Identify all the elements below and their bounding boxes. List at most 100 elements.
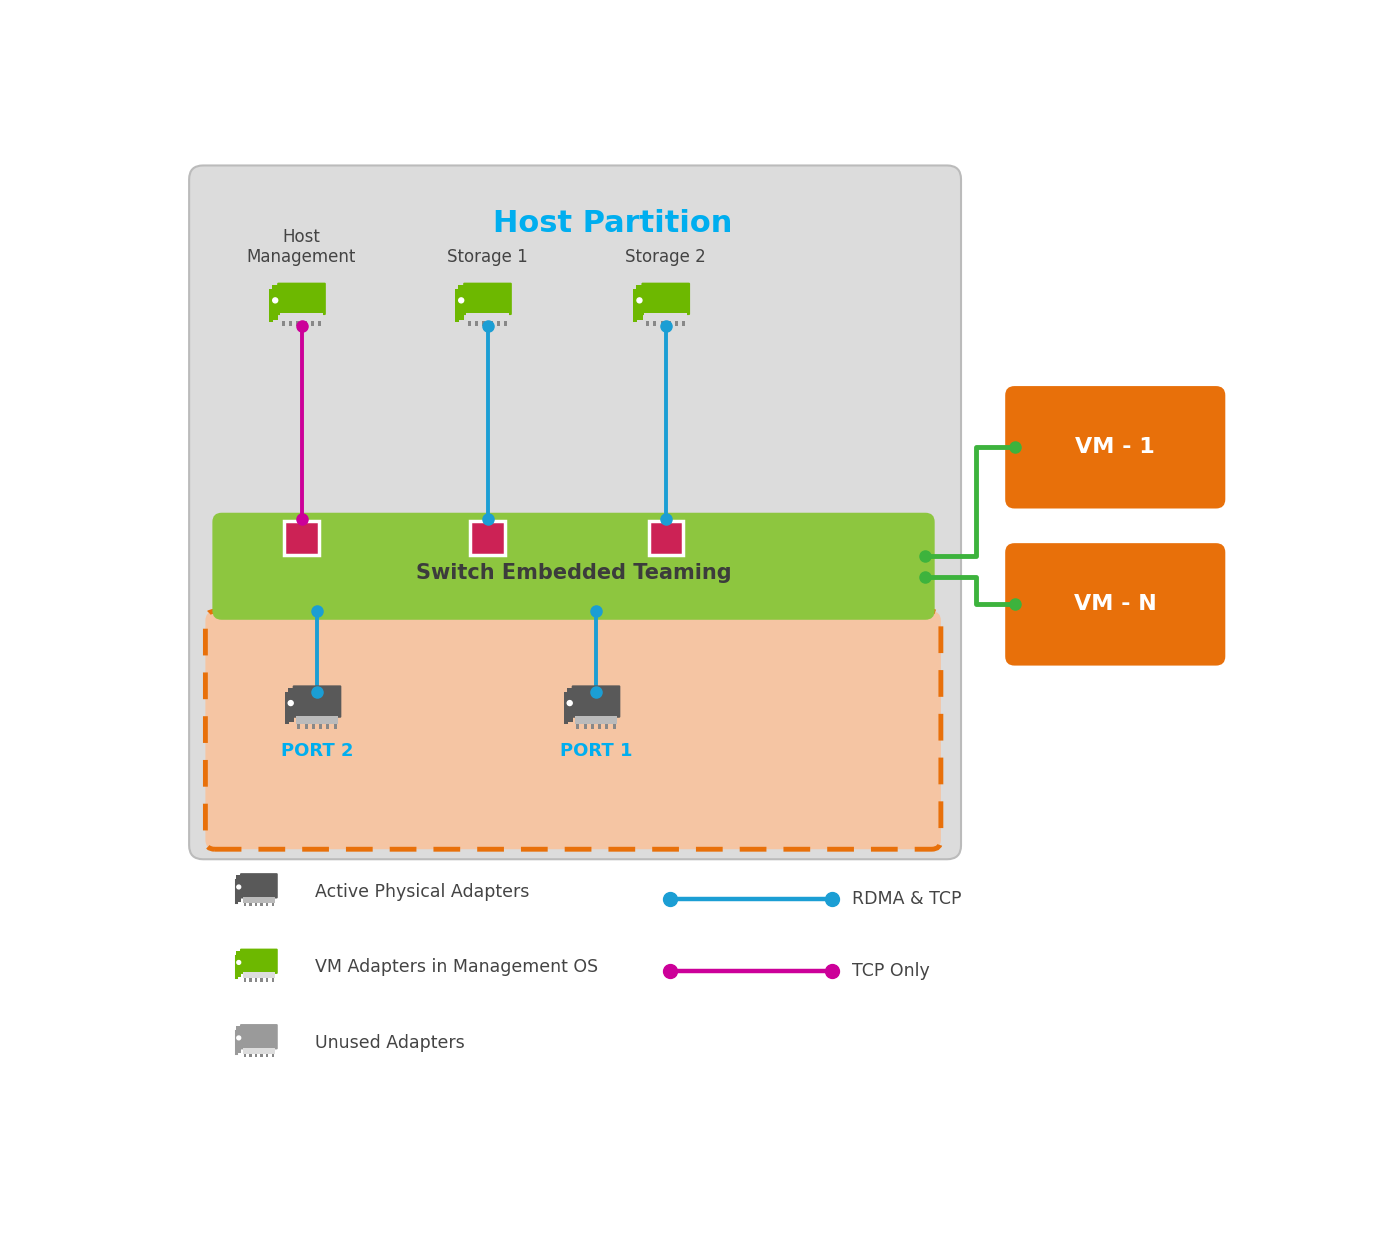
FancyBboxPatch shape bbox=[206, 611, 940, 850]
Bar bbox=[288, 688, 294, 723]
FancyBboxPatch shape bbox=[1006, 543, 1225, 666]
Text: Switch Embedded Teaming: Switch Embedded Teaming bbox=[415, 563, 732, 583]
Bar bbox=[304, 321, 307, 326]
Bar bbox=[272, 1053, 274, 1057]
Bar bbox=[682, 321, 685, 326]
Bar bbox=[272, 903, 274, 906]
FancyBboxPatch shape bbox=[572, 685, 621, 718]
FancyBboxPatch shape bbox=[189, 166, 961, 860]
Circle shape bbox=[458, 298, 464, 303]
Bar bbox=[497, 321, 500, 326]
Bar bbox=[250, 903, 251, 906]
Bar bbox=[304, 724, 307, 729]
Text: VM - N: VM - N bbox=[1074, 595, 1157, 615]
Text: Storage 1: Storage 1 bbox=[447, 249, 528, 266]
Text: TCP Only: TCP Only bbox=[851, 962, 929, 980]
Bar bbox=[244, 903, 246, 906]
Bar bbox=[296, 321, 300, 326]
Text: VM Adapters in Management OS: VM Adapters in Management OS bbox=[315, 958, 597, 975]
FancyBboxPatch shape bbox=[240, 1024, 278, 1050]
Bar bbox=[244, 978, 246, 982]
Bar bbox=[243, 972, 275, 978]
Bar bbox=[236, 950, 242, 977]
FancyBboxPatch shape bbox=[293, 685, 342, 718]
Bar bbox=[243, 1047, 275, 1053]
FancyBboxPatch shape bbox=[240, 874, 278, 899]
Bar bbox=[267, 903, 268, 906]
Bar bbox=[256, 903, 257, 906]
Bar bbox=[326, 724, 329, 729]
Circle shape bbox=[288, 700, 293, 705]
Bar bbox=[313, 724, 315, 729]
Circle shape bbox=[638, 298, 642, 303]
Text: Unused Adapters: Unused Adapters bbox=[315, 1033, 464, 1052]
Bar bbox=[644, 313, 688, 321]
Bar bbox=[261, 978, 263, 982]
Bar bbox=[661, 321, 664, 326]
Bar bbox=[606, 724, 608, 729]
Bar bbox=[256, 1053, 257, 1057]
Bar bbox=[468, 321, 471, 326]
Bar bbox=[281, 313, 322, 321]
Bar bbox=[267, 1053, 268, 1057]
FancyBboxPatch shape bbox=[642, 283, 690, 316]
Bar bbox=[244, 1053, 246, 1057]
Bar bbox=[296, 715, 339, 724]
Bar bbox=[267, 978, 268, 982]
Bar bbox=[583, 724, 586, 729]
Bar bbox=[668, 321, 671, 326]
Circle shape bbox=[272, 298, 278, 303]
Text: Active Physical Adapters: Active Physical Adapters bbox=[315, 882, 529, 900]
Bar bbox=[646, 321, 649, 326]
Circle shape bbox=[238, 885, 240, 889]
Bar bbox=[243, 896, 275, 903]
Bar bbox=[250, 1053, 251, 1057]
FancyBboxPatch shape bbox=[213, 513, 935, 620]
FancyBboxPatch shape bbox=[240, 949, 278, 974]
Bar bbox=[567, 688, 572, 723]
Bar bbox=[318, 321, 321, 326]
Text: VM - 1: VM - 1 bbox=[1075, 437, 1156, 458]
Text: Host Partition: Host Partition bbox=[493, 209, 732, 238]
Bar bbox=[319, 724, 322, 729]
FancyBboxPatch shape bbox=[1006, 386, 1225, 509]
Bar bbox=[289, 321, 292, 326]
Bar bbox=[575, 715, 617, 724]
Bar bbox=[261, 903, 263, 906]
Bar bbox=[261, 1053, 263, 1057]
Bar bbox=[256, 978, 257, 982]
Bar bbox=[285, 520, 318, 554]
Bar bbox=[333, 724, 336, 729]
Bar bbox=[576, 724, 579, 729]
Circle shape bbox=[238, 960, 240, 964]
Bar bbox=[250, 978, 251, 982]
Bar bbox=[471, 520, 504, 554]
Bar bbox=[482, 321, 485, 326]
Circle shape bbox=[238, 1036, 240, 1040]
FancyBboxPatch shape bbox=[278, 283, 326, 316]
Bar bbox=[649, 520, 683, 554]
Bar bbox=[297, 724, 300, 729]
Bar bbox=[636, 285, 643, 319]
Text: Host
Management: Host Management bbox=[247, 228, 356, 266]
Bar bbox=[272, 978, 274, 982]
Bar bbox=[653, 321, 657, 326]
Text: RDMA & TCP: RDMA & TCP bbox=[851, 890, 961, 909]
Bar bbox=[590, 724, 594, 729]
Bar bbox=[236, 875, 242, 901]
Bar bbox=[458, 285, 464, 319]
Circle shape bbox=[567, 700, 572, 705]
Bar bbox=[282, 321, 285, 326]
Bar bbox=[311, 321, 314, 326]
Bar bbox=[467, 313, 508, 321]
Bar bbox=[504, 321, 507, 326]
Text: PORT 1: PORT 1 bbox=[560, 743, 632, 760]
Bar bbox=[613, 724, 615, 729]
Bar bbox=[675, 321, 678, 326]
FancyBboxPatch shape bbox=[463, 283, 511, 316]
Text: PORT 2: PORT 2 bbox=[281, 743, 353, 760]
Bar bbox=[272, 285, 278, 319]
Bar bbox=[489, 321, 493, 326]
Text: Storage 2: Storage 2 bbox=[625, 249, 706, 266]
Bar bbox=[236, 1026, 242, 1052]
